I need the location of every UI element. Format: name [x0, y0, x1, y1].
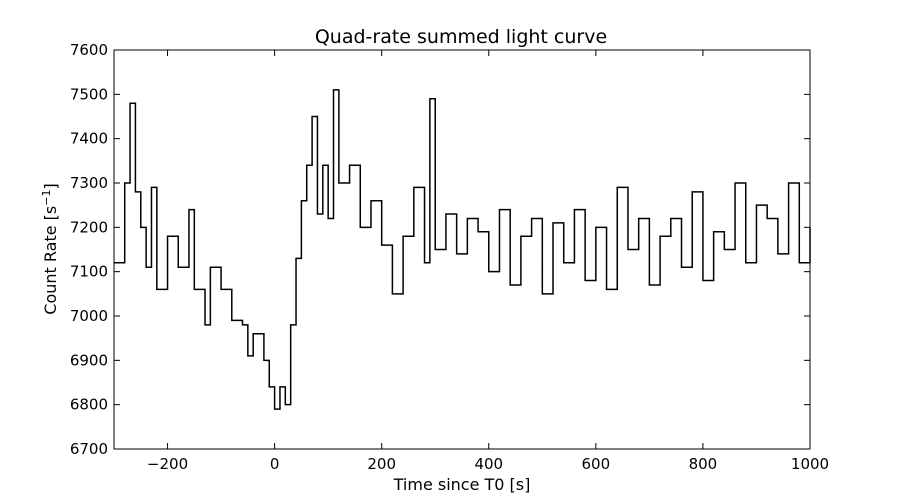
x-tick-label: 200	[367, 455, 396, 473]
x-tick-label: 0	[270, 455, 280, 473]
y-tick-label: 7300	[70, 174, 108, 192]
y-tick-label: 7500	[70, 85, 108, 103]
y-axis-label-main: Count Rate [s	[41, 206, 60, 315]
x-axis: −200 0 200 400 600 800 1000	[147, 50, 829, 473]
y-axis: 6700 6800 6900 7000 7100 7200 7300 7400 7500 7600	[70, 41, 810, 458]
plot-area	[113, 49, 811, 450]
y-tick-label: 6700	[70, 440, 108, 458]
y-tick-label: 7600	[70, 41, 108, 59]
y-tick-label: 7100	[70, 263, 108, 281]
x-axis-label: Time since T0 [s]	[393, 475, 531, 494]
y-tick-label: 6800	[70, 396, 108, 414]
y-tick-label: 7200	[70, 218, 108, 236]
series-line	[114, 89, 811, 410]
y-tick-label: 7000	[70, 307, 108, 325]
x-tick-label: −200	[147, 455, 188, 473]
y-axis-label: Count Rate [s−1]	[40, 183, 61, 314]
x-tick-label: 600	[582, 455, 611, 473]
y-tick-label: 6900	[70, 351, 108, 369]
x-tick-label: 400	[474, 455, 503, 473]
x-tick-label: 1000	[791, 455, 829, 473]
x-tick-label: 800	[689, 455, 718, 473]
y-tick-label: 7400	[70, 130, 108, 148]
y-axis-label-end: ]	[41, 183, 60, 189]
y-axis-label-superscript: −1	[40, 190, 53, 206]
chart-title: Quad-rate summed light curve	[315, 26, 607, 48]
